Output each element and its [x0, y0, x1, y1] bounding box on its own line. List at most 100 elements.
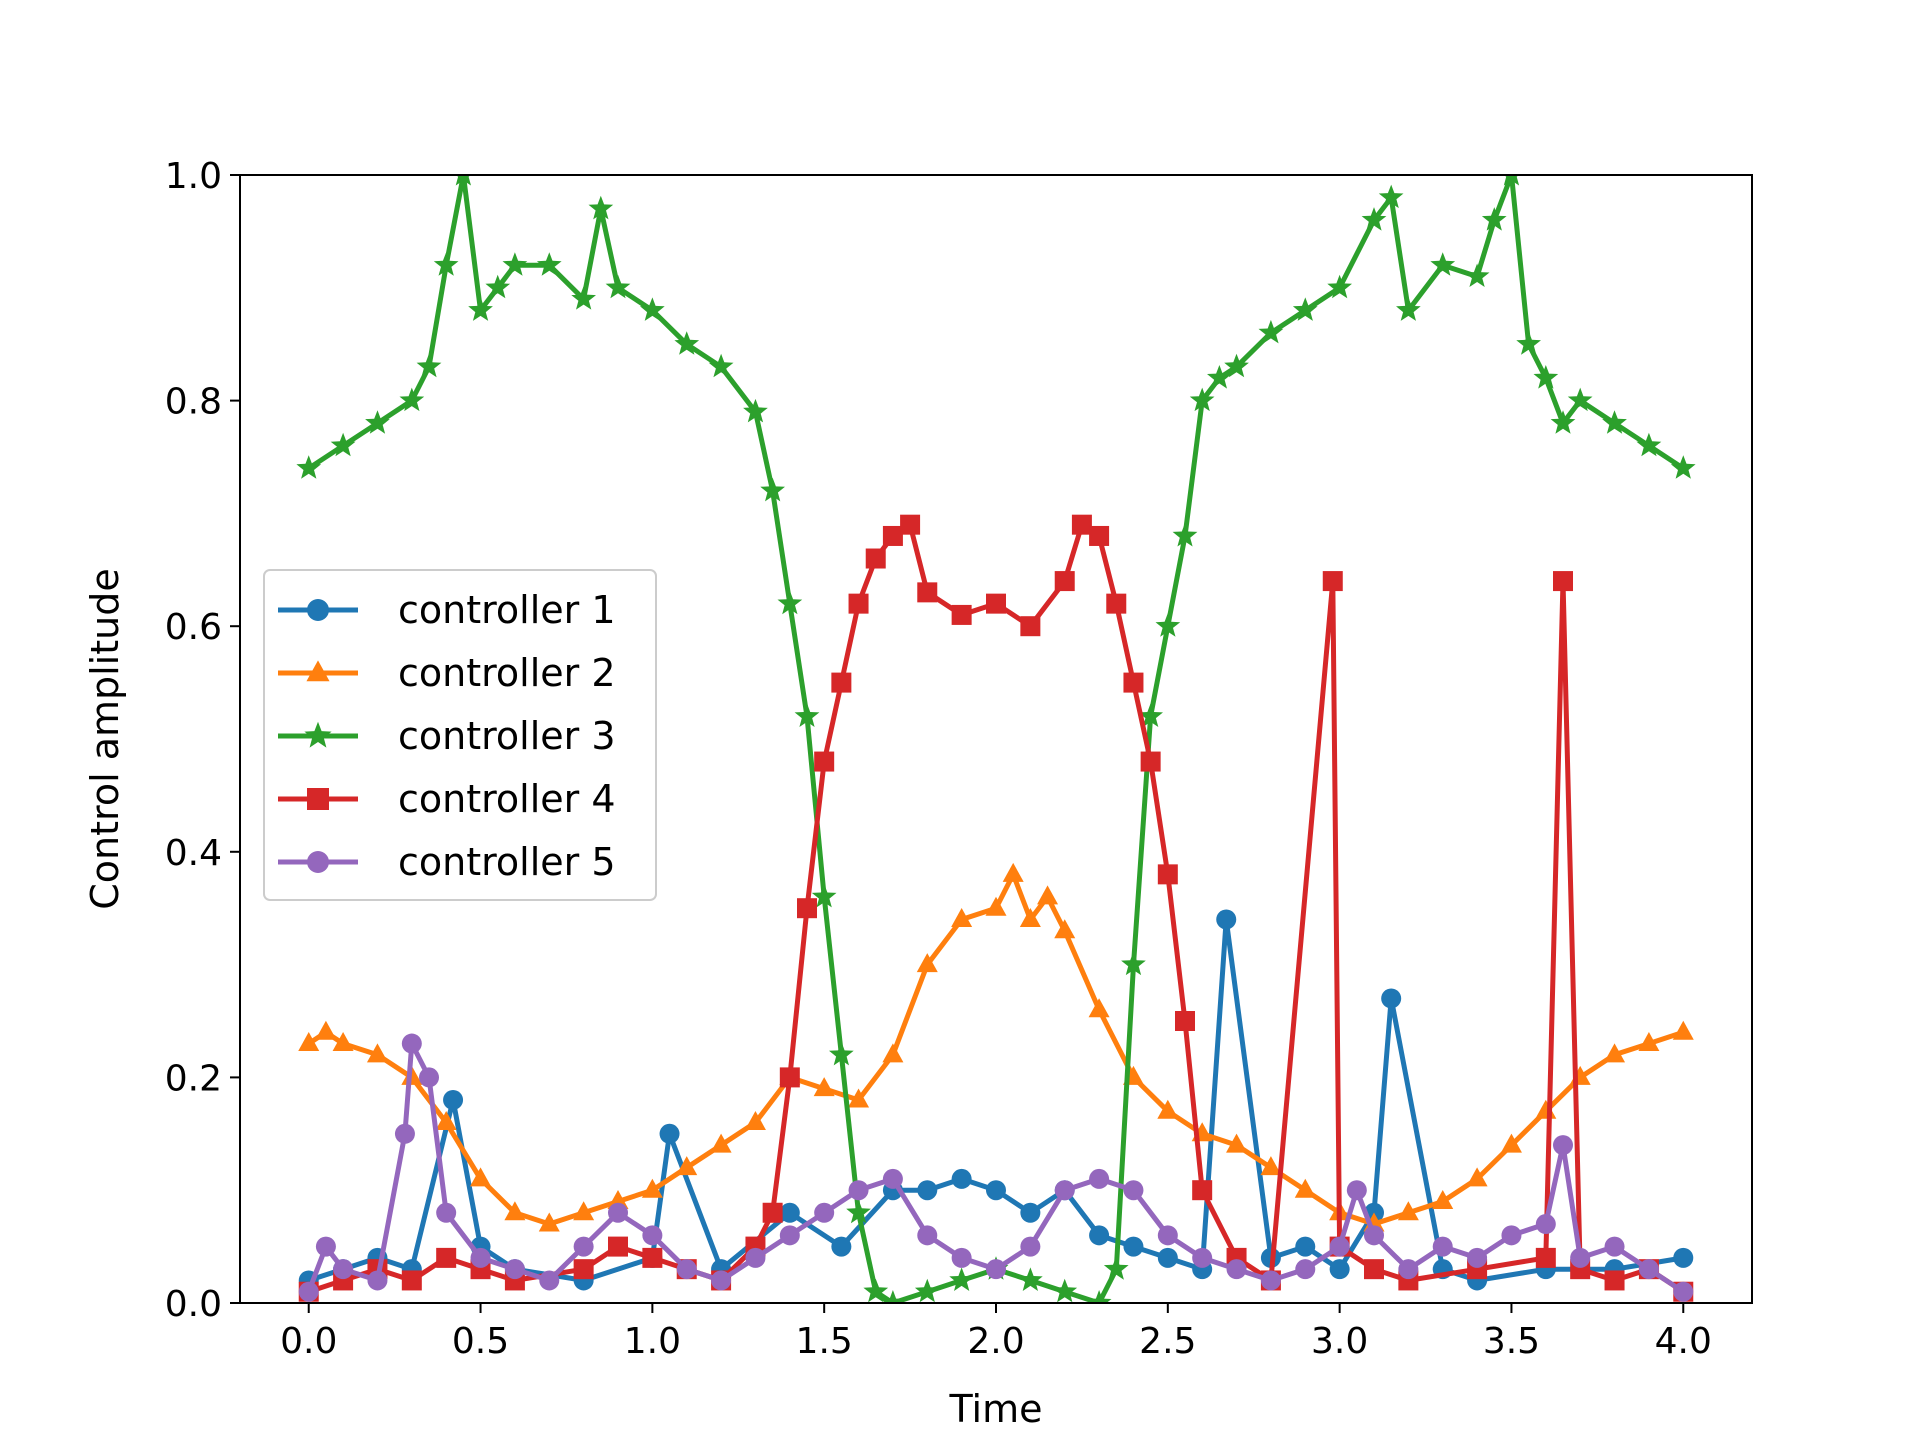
data-point [1260, 1270, 1281, 1291]
data-point [813, 1077, 835, 1097]
y-tick-label: 0.6 [165, 607, 222, 648]
data-point [745, 1247, 766, 1268]
data-point [1673, 1247, 1694, 1268]
data-point [1295, 1236, 1316, 1257]
data-point [1464, 263, 1490, 287]
data-point [539, 1270, 560, 1291]
data-point [1397, 1201, 1419, 1221]
data-point [779, 1202, 800, 1223]
data-point [1295, 1259, 1316, 1280]
data-point [470, 1167, 492, 1187]
data-point [1516, 331, 1541, 355]
data-point [1192, 1180, 1213, 1201]
legend: controller 1 controller 2 controller 3 cont… [263, 569, 657, 901]
data-point [865, 548, 886, 569]
data-point [1157, 864, 1178, 885]
data-point [1638, 1032, 1660, 1052]
x-tick-label: 3.5 [1483, 1321, 1540, 1362]
data-point [708, 353, 734, 378]
data-point [333, 1259, 354, 1280]
y-tick-label: 0.2 [165, 1058, 222, 1099]
data-point [1604, 1236, 1625, 1257]
data-point [1086, 1290, 1112, 1303]
data-point [1155, 613, 1181, 637]
data-point [1207, 365, 1232, 389]
data-point [711, 1270, 732, 1291]
legend-marker [307, 599, 329, 621]
data-point [1432, 1189, 1454, 1209]
data-point [455, 175, 471, 186]
data-point [1089, 525, 1110, 546]
data-point [485, 274, 511, 299]
data-point [986, 593, 1006, 614]
legend-item: controller 2 [278, 651, 616, 695]
y-tick-label: 1.0 [165, 156, 222, 197]
data-point [1535, 1214, 1556, 1235]
data-point [951, 604, 972, 625]
data-point [416, 353, 442, 378]
x-tick-label: 2.5 [1139, 1321, 1196, 1362]
data-point [1381, 988, 1402, 1009]
data-point [762, 1202, 783, 1223]
data-point [573, 1236, 594, 1257]
data-point [1503, 175, 1520, 186]
data-point [917, 582, 938, 603]
data-point [829, 1041, 854, 1066]
data-point [659, 1123, 680, 1144]
data-point [882, 525, 903, 546]
data-point [674, 331, 700, 355]
data-point [1361, 207, 1387, 231]
legend-label: controller 4 [398, 777, 616, 821]
data-point [900, 514, 921, 535]
data-point [1294, 1178, 1316, 1198]
data-point [1020, 616, 1041, 637]
data-point [863, 1278, 889, 1303]
data-point [399, 387, 425, 412]
data-point [1364, 1225, 1384, 1246]
data-point [1327, 274, 1352, 299]
data-point [986, 1259, 1006, 1280]
data-point [1430, 252, 1456, 276]
data-point [1189, 387, 1215, 412]
data-point [882, 1168, 903, 1189]
data-point [419, 1067, 439, 1088]
data-point [588, 195, 614, 220]
data-point [330, 432, 356, 457]
data-point [1322, 571, 1343, 592]
data-point [1103, 1256, 1129, 1280]
x-tick-label: 3.0 [1311, 1321, 1368, 1362]
data-point [1089, 1168, 1110, 1189]
data-point [296, 455, 322, 479]
data-point [642, 1225, 663, 1246]
data-point [608, 1236, 628, 1257]
data-point [1260, 1156, 1282, 1176]
legend-item: controller 1 [278, 588, 616, 632]
data-point [443, 1089, 464, 1110]
x-axis-title: Time [949, 1387, 1043, 1431]
x-tick-label: 1.0 [624, 1321, 681, 1362]
data-point [315, 1020, 337, 1040]
data-point [1002, 862, 1024, 882]
data-point [608, 1202, 628, 1223]
data-point [1258, 319, 1284, 344]
data-point [1140, 751, 1161, 772]
data-point [814, 751, 835, 772]
data-point [1157, 1225, 1178, 1246]
y-tick-label: 0.0 [165, 1284, 222, 1325]
data-point [1157, 1247, 1178, 1268]
data-point [1226, 1259, 1247, 1280]
data-point [504, 1259, 525, 1280]
data-point [676, 1259, 697, 1280]
data-point [1123, 672, 1144, 693]
series-line [306, 1041, 1685, 1294]
data-point [298, 1032, 320, 1052]
data-point [1054, 1180, 1075, 1201]
series-5 [298, 1033, 1694, 1302]
data-point [538, 1212, 560, 1232]
data-point [848, 1088, 870, 1108]
data-point [367, 1270, 388, 1291]
data-point [1020, 1202, 1041, 1223]
data-point [1019, 907, 1041, 927]
data-point [1018, 1267, 1043, 1291]
